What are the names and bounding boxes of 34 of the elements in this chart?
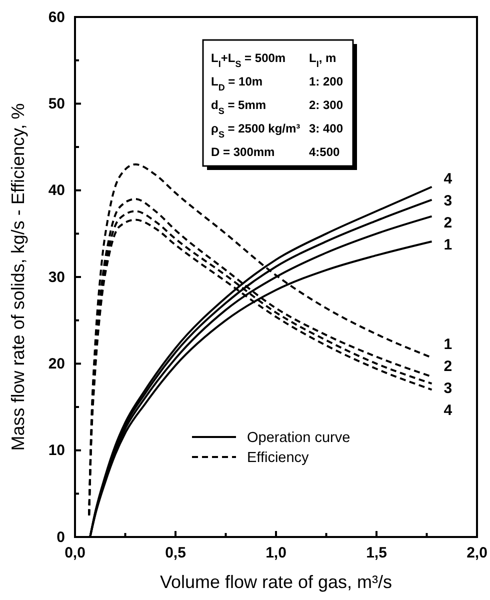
annotation: ρ$_{S}$ = 2500 kg/m³ [211, 122, 300, 140]
annotation: 4:500 [309, 145, 340, 159]
annotation: 2: 300 [309, 98, 344, 112]
x-axis-title: Volume flow rate of gas, m³/s [160, 572, 392, 592]
annotation: 4 [444, 170, 453, 188]
y-tick-label: 0 [56, 528, 65, 546]
annotation: L$_{I}$+L$_{S}$ = 500m [211, 51, 286, 69]
annotation: L$_{D}$ = 10m [211, 74, 263, 92]
legend-label: Efficiency [247, 450, 310, 466]
annotation: 4 [444, 402, 453, 420]
y-tick-label: 50 [48, 95, 65, 112]
annotation: 1 [444, 336, 452, 354]
x-tick-label: 1,5 [366, 544, 387, 562]
annotation: 1 [444, 236, 452, 254]
annotation: d$_{S}$ = 5mm [211, 98, 266, 116]
x-tick-label: 2,0 [466, 544, 488, 562]
annotation: 2 [444, 358, 452, 376]
annotation: D = 300mm [211, 145, 275, 159]
annotation: 3: 400 [309, 122, 344, 136]
legend-label: Operation curve [247, 430, 350, 446]
annotation: 3 [444, 192, 452, 210]
annotation: 2 [444, 214, 452, 232]
annotation: 1: 200 [309, 74, 344, 88]
y-tick-label: 20 [48, 355, 65, 372]
y-tick-label: 30 [48, 268, 65, 286]
y-tick-label: 60 [48, 8, 65, 26]
annotation: L$_{I}$, m [309, 51, 336, 69]
y-tick-label: 10 [48, 442, 65, 460]
y-axis-title: Mass flow rate of solids, kg/s - Efficiency, % [8, 103, 28, 451]
x-tick-label: 0,0 [64, 544, 86, 562]
y-tick-label: 40 [48, 182, 65, 200]
annotation: 3 [444, 380, 452, 398]
x-tick-label: 1,0 [266, 544, 286, 562]
x-tick-label: 0,5 [165, 544, 186, 562]
